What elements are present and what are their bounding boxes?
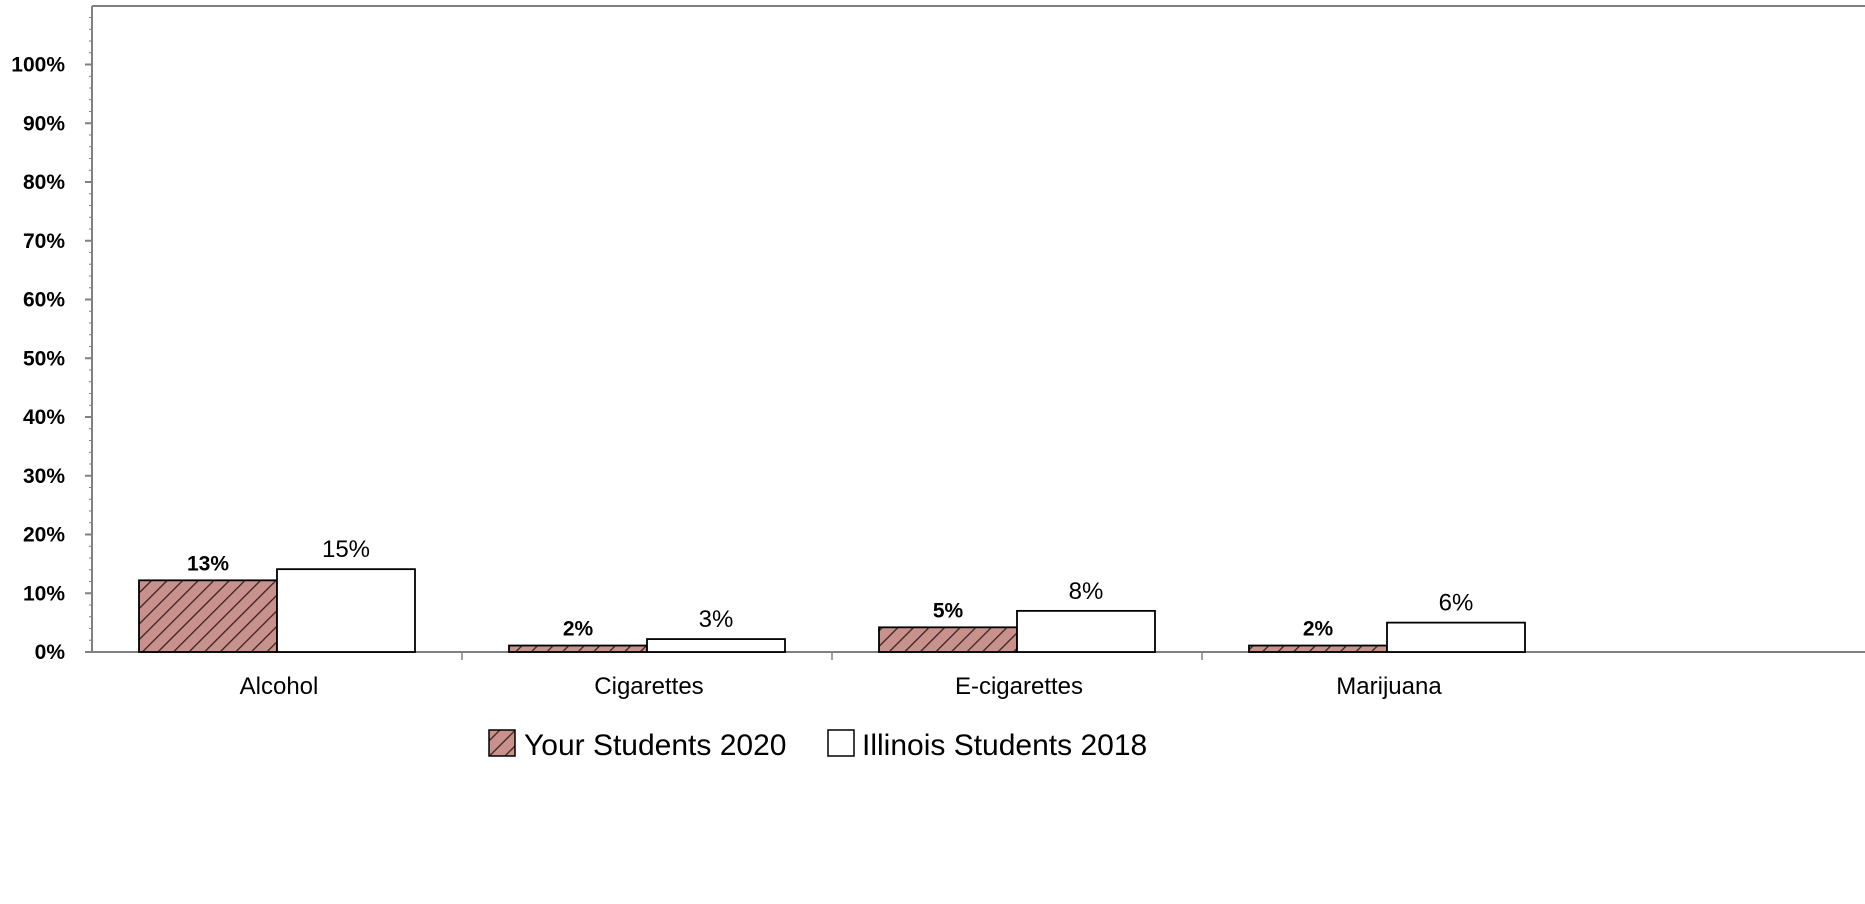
data-label: 8% <box>1069 578 1104 605</box>
bars <box>138 568 1526 653</box>
bar-illinois-students <box>276 568 416 653</box>
y-tick-label: 30% <box>23 465 65 488</box>
bar-your-students <box>138 579 278 653</box>
data-labels: 13% 2% 5% 2% 15% 3% 8% 6% <box>187 536 1473 640</box>
y-tick-label: 20% <box>23 524 65 547</box>
x-tick-label: Cigarettes <box>594 673 703 700</box>
data-label: 13% <box>187 552 229 575</box>
data-label: 3% <box>699 606 734 633</box>
data-label: 15% <box>322 536 370 563</box>
x-tick-label: Marijuana <box>1336 673 1442 700</box>
y-tick-label: 100% <box>11 54 65 77</box>
bar-your-students <box>878 626 1018 653</box>
data-label: 6% <box>1439 590 1474 617</box>
data-label: 2% <box>1303 618 1334 641</box>
y-tick-label: 50% <box>23 347 65 370</box>
x-tick-label: E-cigarettes <box>955 673 1083 700</box>
data-label: 5% <box>933 599 964 622</box>
y-tick-label: 70% <box>23 230 65 253</box>
legend-swatch-illinois-students <box>827 729 855 757</box>
legend-swatch-your-students <box>488 729 516 757</box>
bar-illinois-students <box>1016 609 1156 653</box>
y-tick-label: 60% <box>23 289 65 312</box>
y-tick-label: 90% <box>23 112 65 135</box>
y-tick-label: 0% <box>35 641 66 664</box>
bar-your-students <box>508 644 648 653</box>
data-label: 2% <box>563 618 594 641</box>
legend-label: Illinois Students 2018 <box>862 729 1147 762</box>
x-tick-label: Alcohol <box>240 673 319 700</box>
bar-your-students <box>1248 644 1388 653</box>
legend: Your Students 2020 Illinois Students 2018 <box>488 729 1147 762</box>
y-tick-label: 80% <box>23 171 65 194</box>
legend-label: Your Students 2020 <box>524 729 786 762</box>
y-tick-label: 40% <box>23 406 65 429</box>
bar-illinois-students <box>646 638 786 653</box>
y-tick-label: 10% <box>23 582 65 605</box>
bar-illinois-students <box>1386 621 1526 653</box>
